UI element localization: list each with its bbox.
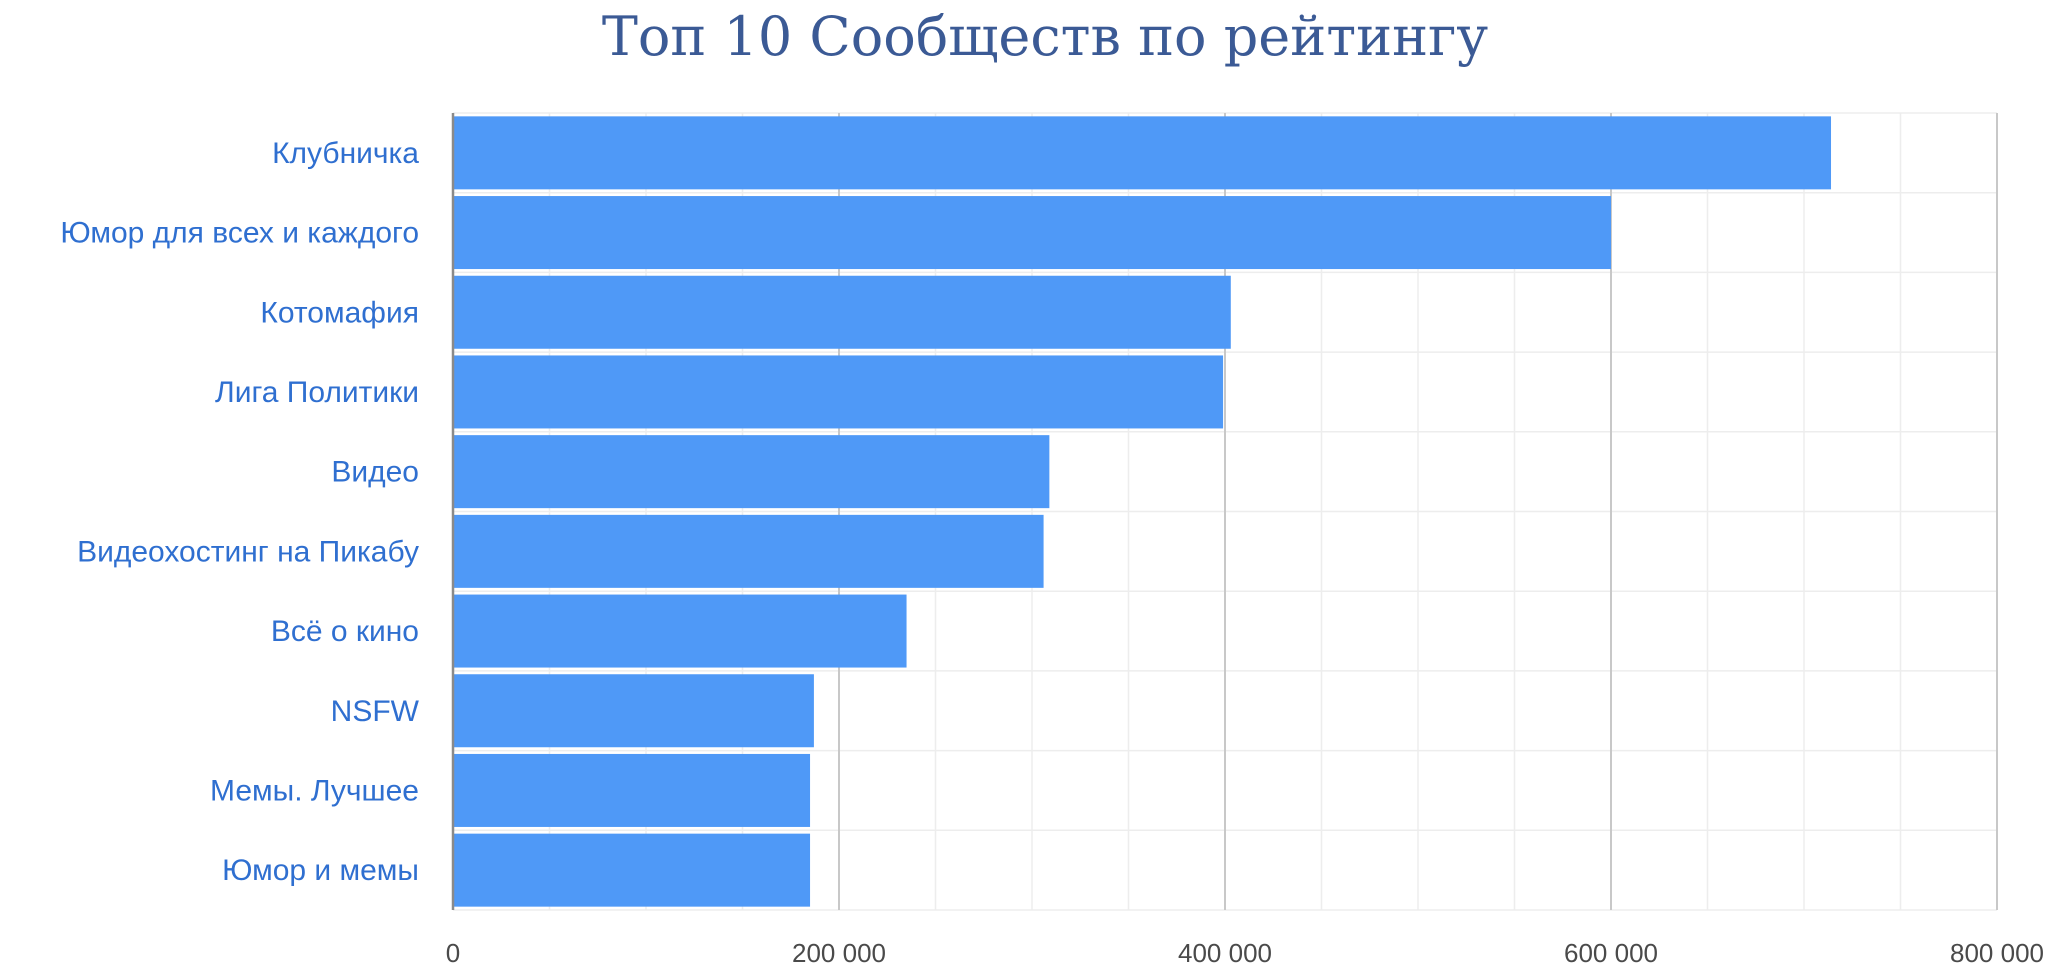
- x-tick-label: 600 000: [1564, 938, 1658, 968]
- bar: [453, 514, 1044, 588]
- bar: [453, 275, 1231, 349]
- category-label: Всё о кино: [271, 615, 419, 648]
- bar: [453, 355, 1224, 429]
- chart-title: Топ 10 Сообществ по рейтингу: [602, 5, 1489, 68]
- x-tick-labels: 0 200 000 400 000 600 000 800 000: [446, 938, 2044, 968]
- category-label: Мемы. Лучшее: [210, 774, 419, 807]
- bar: [453, 753, 811, 827]
- category-labels: Клубничка Юмор для всех и каждого Котомафи…: [60, 137, 419, 887]
- bar: [453, 674, 814, 748]
- category-label: NSFW: [331, 695, 420, 728]
- category-label: Лига Политики: [215, 376, 419, 409]
- bar: [453, 196, 1611, 270]
- category-label: Котомафия: [260, 296, 419, 329]
- category-label: Видео: [331, 456, 419, 489]
- category-label: Юмор и мемы: [222, 854, 419, 887]
- bars: [453, 116, 1832, 907]
- bar: [453, 435, 1050, 509]
- x-tick-label: 400 000: [1178, 938, 1272, 968]
- bar: [453, 594, 907, 668]
- bar: [453, 833, 811, 907]
- category-label: Клубничка: [272, 137, 419, 170]
- x-tick-label: 200 000: [792, 938, 886, 968]
- x-tick-label: 800 000: [1950, 938, 2044, 968]
- category-label: Видеохостинг на Пикабу: [77, 535, 419, 568]
- bar: [453, 116, 1832, 190]
- category-label: Юмор для всех и каждого: [60, 217, 419, 250]
- x-tick-label: 0: [446, 938, 460, 968]
